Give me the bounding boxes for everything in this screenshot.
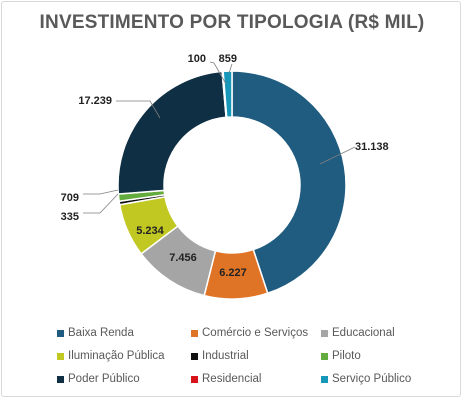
data-label-comercio-e-servicos: 6.227 [219, 267, 247, 279]
legend-label: Poder Público [68, 373, 140, 385]
data-label-industrial: 335 [61, 211, 79, 223]
legend-item-baixa-renda: Baixa Renda [57, 327, 134, 339]
legend-item-poder-publico: Poder Público [57, 373, 140, 385]
legend-item-residencial: Residencial [191, 373, 261, 385]
legend-item-servico-publico: Serviço Público [321, 373, 411, 385]
leader-line-servico-publico [228, 63, 233, 74]
legend-label: Iluminação Pública [68, 350, 165, 362]
leader-line-baixa-renda [319, 146, 356, 165]
legend-swatch [191, 375, 198, 383]
data-label-educacional: 7.456 [169, 252, 197, 264]
legend-swatch [191, 329, 198, 337]
legend-swatch [57, 375, 64, 383]
data-label-piloto: 709 [61, 192, 79, 204]
legend-swatch [321, 329, 328, 337]
legend-label: Piloto [332, 350, 361, 362]
slice-baixa-renda [231, 70, 347, 295]
legend-swatch [191, 352, 198, 360]
data-label-baixa-renda: 31.138 [355, 141, 389, 153]
leader-line-piloto [83, 189, 119, 195]
data-label-servico-publico: 859 [219, 53, 237, 65]
chart-title: INVESTIMENTO POR TIPOLOGIA (R$ MIL) [39, 12, 425, 33]
legend-swatch [321, 352, 328, 360]
legend-item-industrial: Industrial [191, 350, 249, 362]
legend-swatch [57, 329, 64, 337]
legend-label: Industrial [202, 350, 249, 362]
leader-line-residencial [209, 61, 227, 85]
legend-label: Educacional [332, 327, 395, 339]
slice-poder-publico [117, 70, 227, 195]
leader-line-industrial [83, 193, 119, 214]
legend-label: Comércio e Serviços [202, 327, 309, 339]
data-label-residencial: 100 [188, 53, 206, 65]
data-label-poder-publico: 17.239 [78, 95, 112, 107]
legend-label: Baixa Renda [68, 327, 134, 339]
legend-item-piloto: Piloto [321, 350, 361, 362]
leader-line-poder-publico [116, 100, 161, 119]
legend-label: Residencial [202, 373, 262, 385]
legend-swatch [57, 352, 64, 360]
legend-label: Serviço Público [332, 373, 412, 385]
legend-item-iluminacao-publica: Iluminação Pública [57, 350, 165, 362]
data-label-iluminacao-publica: 5.234 [136, 225, 164, 237]
legend-swatch [321, 375, 328, 383]
legend-item-comercio-e-servicos: Comércio e Serviços [191, 327, 308, 339]
legend-item-educacional: Educacional [321, 327, 395, 339]
